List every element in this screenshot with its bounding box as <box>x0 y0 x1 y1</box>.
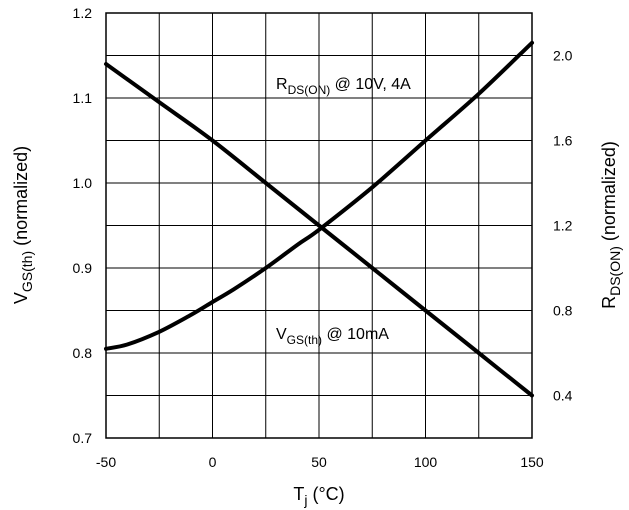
y-left-tick-label: 0.8 <box>73 345 93 361</box>
grid <box>106 13 532 438</box>
y-left-axis-title: VGS(th) (normalized) <box>11 146 35 304</box>
annotation-rds-on: RDS(ON) @ 10V, 4A <box>276 76 411 97</box>
annotation-vgs-main: V <box>276 326 287 343</box>
x-axis-title: Tj (°C) <box>293 484 344 508</box>
y-right-axis-title-main: R <box>599 296 619 309</box>
annotation-vgs-sub: GS(th) <box>287 333 322 347</box>
series-line-rds-on <box>104 40 534 351</box>
y-left-tick-labels: 0.7 0.8 0.9 1.0 1.1 1.2 <box>73 5 93 446</box>
plot-frame <box>105 12 533 439</box>
y-right-tick-label: 1.6 <box>553 133 573 149</box>
annotation-rds-sub: DS(ON) <box>288 83 331 97</box>
y-right-tick-label: 0.4 <box>553 388 573 404</box>
series-line-vgs-th <box>104 62 534 398</box>
y-right-axis-title-suffix: (normalized) <box>599 141 619 246</box>
x-axis-title-sub: j <box>303 492 307 508</box>
y-right-tick-label: 2.0 <box>553 48 573 64</box>
y-right-tick-label: 1.2 <box>553 218 573 234</box>
series-layer <box>104 40 534 398</box>
y-left-tick-label: 1.0 <box>73 175 93 191</box>
annotation-vgs-suffix: @ 10mA <box>322 326 389 343</box>
annotation-rds-main: R <box>276 76 288 93</box>
x-tick-label: 100 <box>414 454 438 470</box>
y-left-axis-title-main: V <box>11 292 31 304</box>
y-right-tick-labels: 0.4 0.8 1.2 1.6 2.0 <box>553 48 573 404</box>
x-axis-title-suffix: (°C) <box>307 484 344 504</box>
y-left-axis-title-suffix: (normalized) <box>11 146 31 251</box>
x-tick-label: 150 <box>520 454 544 470</box>
x-axis-title-main: T <box>293 484 304 504</box>
x-tick-label: -50 <box>96 454 116 470</box>
x-tick-labels: -50 0 50 100 150 <box>96 454 544 470</box>
y-right-axis-title-sub: DS(ON) <box>607 246 623 296</box>
y-left-tick-label: 0.9 <box>73 260 93 276</box>
annotation-vgs-th: VGS(th) @ 10mA <box>276 326 389 347</box>
y-left-tick-label: 1.1 <box>73 90 93 106</box>
y-left-tick-label: 0.7 <box>73 430 93 446</box>
y-left-axis-title-sub: GS(th) <box>19 251 35 292</box>
y-right-axis-title: RDS(ON) (normalized) <box>599 141 623 309</box>
x-tick-label: 50 <box>311 454 327 470</box>
y-left-tick-label: 1.2 <box>73 5 93 21</box>
y-right-tick-label: 0.8 <box>553 303 573 319</box>
x-tick-label: 0 <box>209 454 217 470</box>
annotation-rds-suffix: @ 10V, 4A <box>330 76 411 93</box>
